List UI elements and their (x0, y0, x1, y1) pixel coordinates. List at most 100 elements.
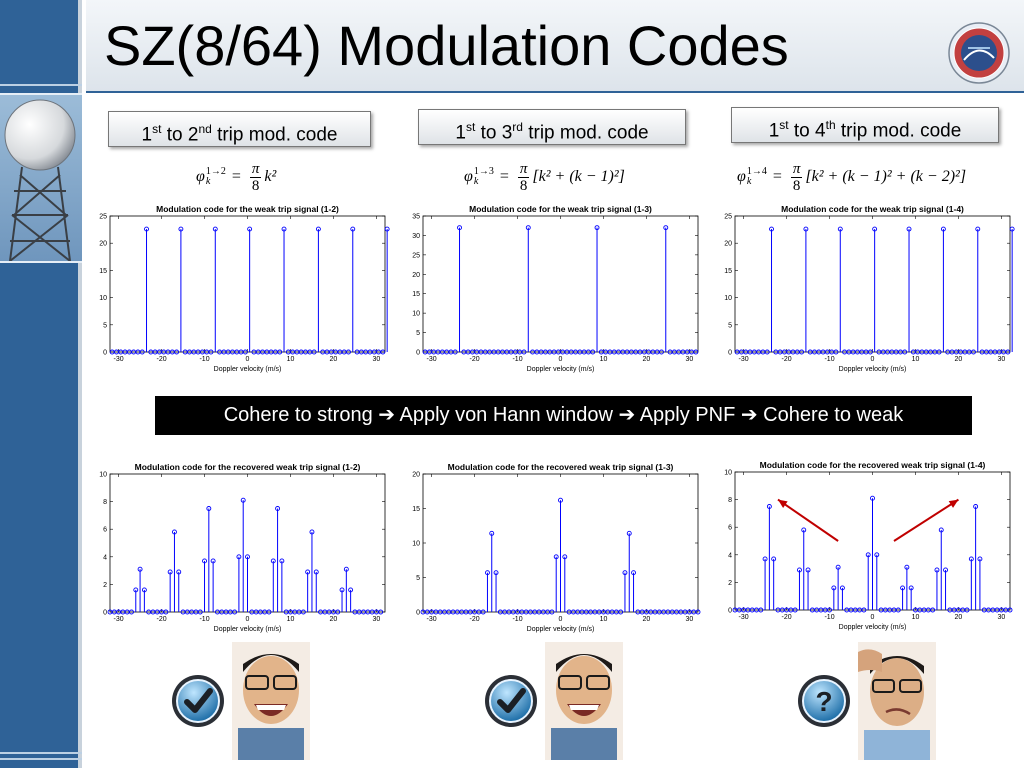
face-photo-icon (858, 642, 936, 760)
y-tick-label: 20 (724, 241, 732, 248)
x-tick-label: 0 (871, 614, 875, 621)
stem-marker (343, 566, 349, 572)
stem-marker (137, 566, 143, 572)
stem-marker (870, 495, 875, 501)
y-tick-label: 6 (728, 525, 732, 532)
y-tick-label: 5 (416, 330, 420, 337)
annotation-arrowhead (948, 499, 959, 508)
annotation-arrowhead (777, 499, 788, 508)
x-axis-label: Doppler velocity (m/s) (214, 366, 282, 373)
y-tick-label: 4 (103, 554, 107, 561)
formula-sup: 1→2 (205, 166, 226, 177)
stem-marker (311, 349, 317, 355)
x-tick-label: 10 (600, 356, 608, 363)
face-photo-icon (232, 642, 310, 760)
page-title: SZ(8/64) Modulation Codes (104, 14, 789, 77)
y-tick-label: 10 (412, 311, 420, 318)
stem-marker (1007, 607, 1013, 613)
x-tick-label: 20 (955, 614, 963, 621)
stem-marker (908, 585, 914, 591)
stem-marker (906, 226, 912, 232)
stem-marker (206, 506, 212, 511)
stem-marker (346, 349, 351, 355)
code-label-sup: nd (198, 122, 212, 136)
x-tick-label: 10 (912, 356, 920, 363)
x-tick-label: -30 (427, 356, 437, 363)
y-tick-label: 25 (724, 214, 732, 221)
stem-marker (129, 609, 134, 615)
x-tick-label: 10 (600, 616, 608, 623)
x-tick-label: -20 (157, 616, 167, 623)
x-tick-label: 10 (287, 356, 295, 363)
code-label-sup: rd (512, 120, 523, 134)
stem-marker (309, 529, 315, 535)
stem-marker (1009, 226, 1015, 232)
y-tick-label: 0 (103, 350, 107, 357)
x-tick-label: -30 (739, 614, 749, 621)
y-tick-label: 0 (416, 350, 420, 357)
stem-marker (934, 567, 940, 573)
sidebar (0, 0, 82, 768)
chart-weak-trip-1-3: Modulation code for the weak trip signal… (412, 204, 699, 373)
stem-marker (236, 554, 242, 560)
stem-marker (940, 226, 946, 232)
stem-marker (895, 607, 901, 613)
x-axis-label: Doppler velocity (m/s) (839, 624, 907, 631)
y-tick-label: 10 (99, 295, 107, 302)
x-tick-label: 30 (373, 616, 381, 623)
code-label-text: 1 (768, 120, 780, 142)
stem-marker (348, 587, 354, 593)
stem-marker (163, 609, 169, 615)
stem-marker (313, 569, 319, 575)
chart-title: Modulation code for the recovered weak t… (135, 462, 361, 472)
x-tick-label: 30 (373, 356, 381, 363)
face-photo-icon (545, 642, 623, 760)
nssl-logo-icon (948, 22, 1010, 84)
stem-marker (663, 225, 669, 231)
x-tick-label: -20 (782, 356, 792, 363)
y-tick-label: 25 (412, 252, 420, 259)
y-tick-label: 2 (103, 582, 107, 589)
stem-marker (144, 226, 149, 232)
y-tick-label: 15 (412, 506, 420, 513)
stem-marker (275, 506, 281, 511)
x-tick-label: 20 (643, 356, 651, 363)
stem-marker (943, 567, 948, 573)
stem-marker (212, 226, 218, 232)
y-tick-label: 10 (724, 295, 732, 302)
y-tick-label: 2 (728, 580, 732, 587)
stem-marker (553, 554, 559, 560)
x-tick-label: -30 (427, 616, 437, 623)
x-tick-label: -30 (114, 616, 124, 623)
plot-area (109, 473, 386, 613)
stem-marker (174, 349, 180, 355)
x-tick-label: -10 (199, 616, 209, 623)
y-tick-label: 25 (99, 214, 107, 221)
stem-marker (380, 349, 386, 355)
code-label-1-2: 1st to 2nd trip mod. code (108, 111, 371, 147)
x-tick-label: -10 (512, 616, 522, 623)
y-tick-label: 10 (412, 541, 420, 548)
code-label-sup: st (465, 120, 476, 134)
stem-marker (835, 564, 841, 570)
y-tick-label: 0 (103, 610, 107, 617)
stem-marker (493, 570, 499, 576)
sidebar-stripe (0, 84, 82, 86)
stem-marker (378, 609, 384, 615)
process-banner: Cohere to strong ➔ Apply von Hann window… (155, 396, 972, 435)
y-tick-label: 0 (416, 610, 420, 617)
stem-marker (930, 607, 936, 613)
y-tick-label: 20 (412, 472, 420, 479)
chart-title: Modulation code for the weak trip signal… (156, 204, 339, 214)
formula-indices: 1→4 k (747, 167, 767, 187)
stem-marker (827, 607, 832, 613)
stem-marker (659, 349, 664, 355)
formula-num: π (249, 160, 262, 178)
x-tick-label: 0 (246, 356, 250, 363)
code-label-sup: st (152, 122, 162, 136)
y-tick-label: 15 (412, 291, 420, 298)
x-tick-label: 30 (998, 614, 1006, 621)
stem-marker (266, 609, 272, 615)
